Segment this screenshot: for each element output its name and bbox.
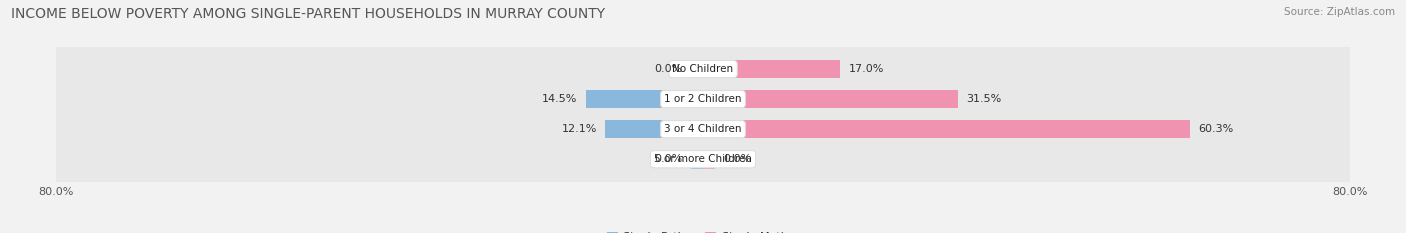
Text: 1 or 2 Children: 1 or 2 Children xyxy=(664,94,742,104)
Bar xyxy=(56,75,1350,123)
Text: No Children: No Children xyxy=(672,64,734,74)
Bar xyxy=(56,135,1350,183)
Text: 17.0%: 17.0% xyxy=(849,64,884,74)
Text: 0.0%: 0.0% xyxy=(655,154,683,164)
Legend: Single Father, Single Mother: Single Father, Single Mother xyxy=(602,227,804,233)
Text: 5 or more Children: 5 or more Children xyxy=(654,154,752,164)
Bar xyxy=(703,120,1191,138)
Text: 31.5%: 31.5% xyxy=(966,94,1001,104)
Bar xyxy=(703,60,841,79)
Text: 12.1%: 12.1% xyxy=(562,124,598,134)
Bar xyxy=(586,90,703,109)
Bar xyxy=(56,105,1350,153)
Text: 14.5%: 14.5% xyxy=(543,94,578,104)
Bar xyxy=(690,60,703,79)
Text: INCOME BELOW POVERTY AMONG SINGLE-PARENT HOUSEHOLDS IN MURRAY COUNTY: INCOME BELOW POVERTY AMONG SINGLE-PARENT… xyxy=(11,7,606,21)
Text: 0.0%: 0.0% xyxy=(723,154,751,164)
Bar xyxy=(605,120,703,138)
Bar xyxy=(703,150,716,168)
Bar xyxy=(690,150,703,168)
Text: 3 or 4 Children: 3 or 4 Children xyxy=(664,124,742,134)
Text: 0.0%: 0.0% xyxy=(655,64,683,74)
Text: Source: ZipAtlas.com: Source: ZipAtlas.com xyxy=(1284,7,1395,17)
Bar xyxy=(56,45,1350,93)
Bar xyxy=(703,90,957,109)
Text: 60.3%: 60.3% xyxy=(1198,124,1234,134)
